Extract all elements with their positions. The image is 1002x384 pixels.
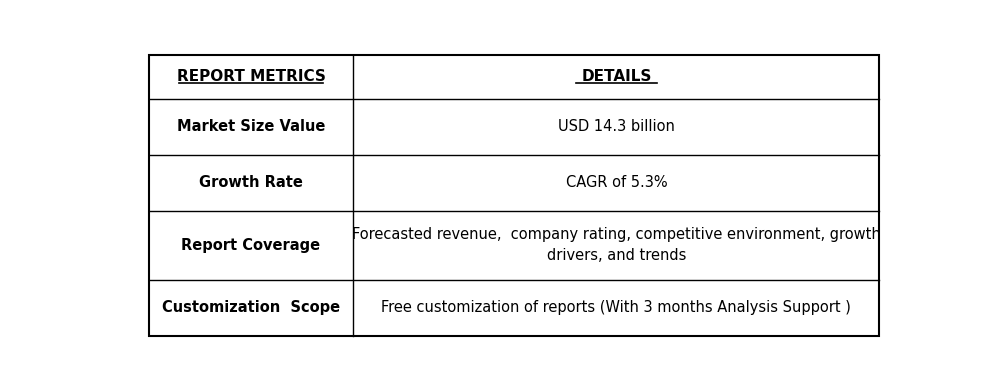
Text: Free customization of reports (With 3 months Analysis Support ): Free customization of reports (With 3 mo…: [381, 300, 851, 315]
Text: Report Coverage: Report Coverage: [181, 238, 321, 253]
Text: Market Size Value: Market Size Value: [176, 119, 325, 134]
Text: Customization  Scope: Customization Scope: [161, 300, 340, 315]
Text: Growth Rate: Growth Rate: [198, 175, 303, 190]
Text: CAGR of 5.3%: CAGR of 5.3%: [565, 175, 666, 190]
Text: USD 14.3 billion: USD 14.3 billion: [557, 119, 674, 134]
Text: REPORT METRICS: REPORT METRICS: [176, 69, 325, 84]
Text: DETAILS: DETAILS: [580, 69, 651, 84]
Text: Forecasted revenue,  company rating, competitive environment, growth
drivers, an: Forecasted revenue, company rating, comp…: [352, 227, 880, 263]
